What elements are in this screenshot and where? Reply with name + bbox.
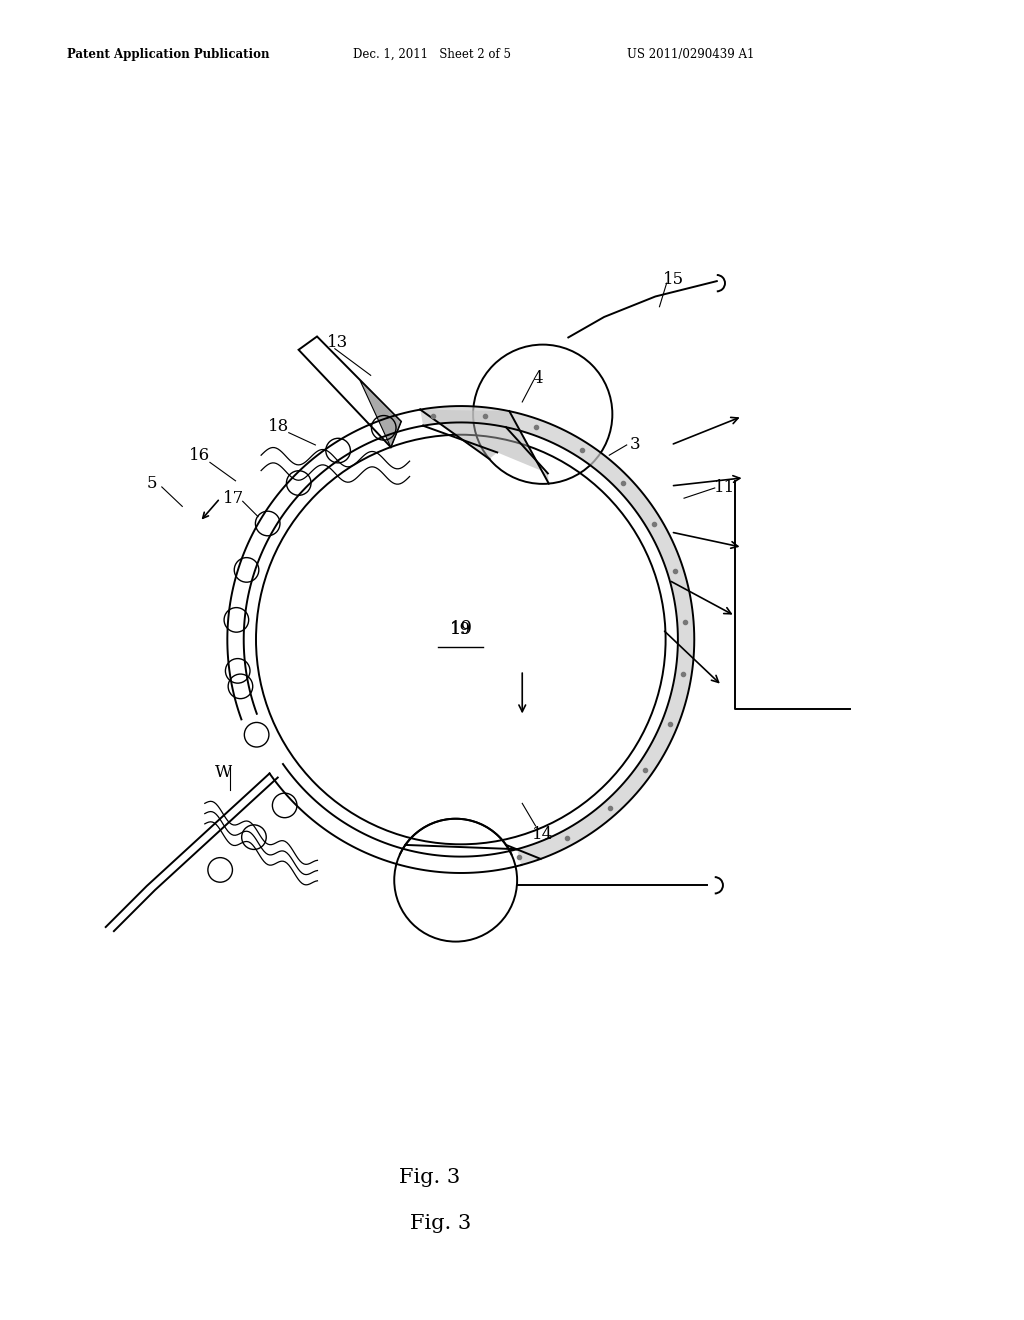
Text: US 2011/0290439 A1: US 2011/0290439 A1 [627, 48, 754, 61]
Text: 16: 16 [189, 446, 210, 463]
Polygon shape [420, 409, 549, 483]
Text: Patent Application Publication: Patent Application Publication [67, 48, 269, 61]
Text: 13: 13 [328, 334, 348, 351]
Text: 14: 14 [532, 825, 553, 842]
Polygon shape [360, 380, 401, 447]
Text: 11: 11 [715, 479, 735, 496]
Polygon shape [299, 337, 401, 447]
Text: Dec. 1, 2011   Sheet 2 of 5: Dec. 1, 2011 Sheet 2 of 5 [353, 48, 511, 61]
Text: 19: 19 [450, 620, 472, 639]
Text: 15: 15 [664, 271, 684, 288]
Polygon shape [420, 407, 694, 865]
Text: 4: 4 [532, 370, 543, 387]
Text: Fig. 3: Fig. 3 [410, 1213, 471, 1233]
Text: Fig. 3: Fig. 3 [399, 1168, 461, 1187]
Text: 5: 5 [146, 475, 157, 492]
Text: 18: 18 [268, 418, 289, 436]
Text: 19: 19 [451, 620, 471, 638]
Text: 3: 3 [630, 437, 640, 454]
Text: W: W [215, 764, 231, 781]
Text: 17: 17 [223, 490, 244, 507]
